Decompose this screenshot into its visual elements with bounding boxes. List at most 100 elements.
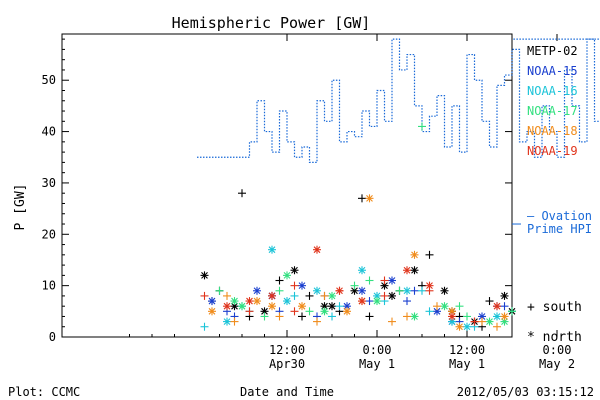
data-point [403, 312, 411, 321]
data-point [283, 271, 291, 280]
data-point [508, 307, 516, 316]
data-point [410, 266, 419, 275]
data-point [448, 312, 456, 321]
data-point [328, 312, 336, 321]
data-point [365, 312, 374, 321]
data-point [283, 297, 291, 306]
x-tick-label: 0:00 [363, 343, 392, 357]
data-point [373, 297, 381, 306]
data-point [200, 322, 209, 331]
data-point [245, 297, 254, 306]
data-point [208, 307, 216, 316]
data-point [238, 189, 246, 198]
data-point [268, 291, 276, 300]
data-point [493, 302, 501, 311]
data-point [425, 250, 434, 259]
x-tick-label: May 2 [539, 357, 575, 371]
data-point [275, 286, 284, 295]
data-point [313, 317, 321, 326]
data-point [433, 302, 441, 311]
data-point [268, 245, 276, 254]
data-point [485, 317, 494, 326]
y-tick-label: 40 [42, 125, 56, 139]
x-tick-label: 0:00 [543, 343, 572, 357]
data-point [260, 312, 269, 321]
data-point [230, 297, 239, 306]
data-point [395, 286, 404, 295]
data-point [313, 245, 321, 254]
data-point [463, 322, 471, 331]
legend: METP-02 NOAA-15 NOAA-16 NOAA-17 NOAA-18 NOAA-… [527, 44, 578, 158]
marker-legend-entry: + south [527, 300, 582, 315]
data-point [500, 291, 509, 300]
x-tick-label: May 1 [359, 357, 395, 371]
data-point [230, 302, 239, 311]
data-point [208, 297, 216, 306]
data-point [313, 286, 321, 295]
data-point [335, 302, 344, 311]
x-tick-label: Apr30 [269, 357, 305, 371]
data-point [403, 266, 411, 275]
data-point [290, 291, 299, 300]
y-tick-label: 20 [42, 227, 56, 241]
data-point [365, 276, 374, 285]
data-point [253, 297, 261, 306]
data-point [403, 297, 411, 306]
data-point [478, 317, 486, 326]
data-point [380, 291, 389, 300]
ovation-step-line [197, 38, 600, 163]
data-point [380, 276, 389, 285]
data-point [290, 266, 299, 275]
data-point [223, 302, 231, 311]
legend-entry: NOAA-19 [527, 144, 578, 158]
data-point [365, 194, 374, 203]
data-point [418, 286, 426, 295]
legend-entry: NOAA-16 [527, 84, 578, 98]
data-point [500, 317, 509, 326]
data-point [455, 322, 464, 331]
data-point [253, 286, 261, 295]
data-point [200, 291, 209, 300]
data-point [470, 317, 479, 326]
data-point [230, 317, 239, 326]
data-point [410, 286, 419, 295]
data-point [358, 297, 366, 306]
y-tick-label: 0 [49, 330, 56, 344]
data-point [500, 302, 509, 311]
legend-entry: METP-02 [527, 44, 578, 58]
data-point [440, 286, 449, 295]
data-point [245, 307, 254, 316]
data-point [343, 302, 351, 311]
data-point [455, 302, 464, 311]
data-point [320, 291, 329, 300]
data-point [223, 317, 231, 326]
y-tick-label: 50 [42, 73, 56, 87]
data-point [328, 302, 336, 311]
data-point [298, 281, 306, 290]
data-point [440, 302, 449, 311]
data-points [200, 122, 516, 331]
data-point [493, 322, 501, 331]
x-tick-label: May 1 [449, 357, 485, 371]
data-point [200, 271, 209, 280]
data-point [493, 312, 501, 321]
data-point [335, 286, 344, 295]
data-point [365, 297, 374, 306]
x-axis-label: Date and Time [240, 385, 334, 399]
data-point [418, 122, 426, 131]
ovation-label: Prime HPI [527, 222, 592, 236]
legend-entry: NOAA-17 [527, 104, 578, 118]
legend-entry: NOAA-15 [527, 64, 578, 78]
data-point [388, 276, 396, 285]
legend-entry: NOAA-18 [527, 124, 578, 138]
data-point [275, 312, 284, 321]
data-point [425, 281, 434, 290]
data-point [290, 281, 299, 290]
data-point [350, 281, 359, 290]
data-point [388, 291, 396, 300]
data-point [425, 307, 434, 316]
data-point [485, 297, 494, 306]
